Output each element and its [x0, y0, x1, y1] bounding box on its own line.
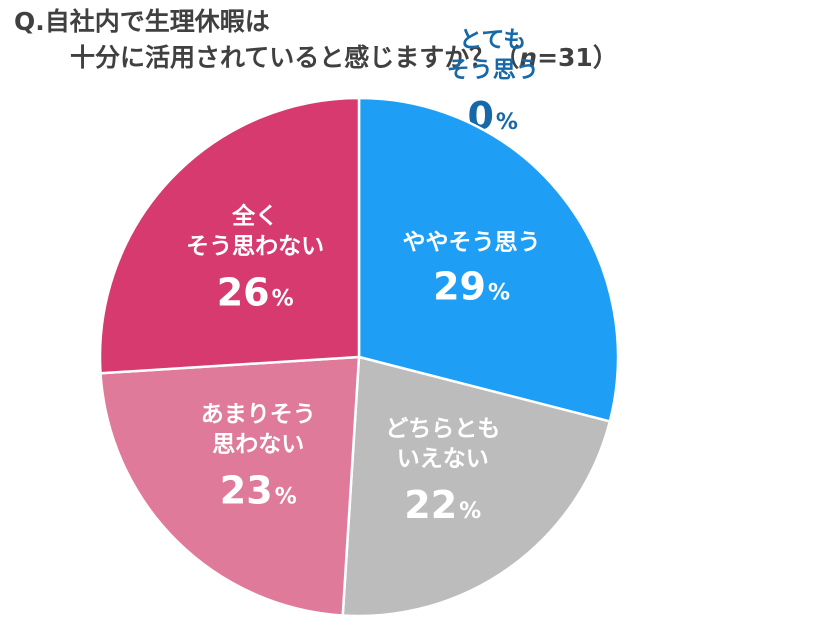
slice-4-label-line: 思わない: [212, 432, 304, 458]
slice-3: [341, 355, 612, 618]
slice-3-value: 22%: [404, 483, 481, 527]
slice-1-label-line: そう思う: [447, 57, 539, 83]
slice-2-value: 29%: [433, 265, 510, 309]
n-label: n: [519, 43, 538, 72]
slice-4-label-line: あまりそう: [201, 402, 316, 428]
title-line-2: 十分に活用されていると感じますか？（n=31）: [70, 43, 618, 72]
slice-4: [99, 355, 361, 617]
slice-4-value: 23%: [220, 469, 297, 513]
slice-5-label-line: 全く: [231, 202, 278, 229]
slice-5: [98, 96, 361, 375]
slice-3-label-line: どちらとも: [385, 416, 500, 442]
slice-2-label-line: ややそう思う: [403, 230, 541, 256]
slice-2-label-group: ややそう思う 29%: [403, 230, 541, 309]
slice-1-label-line: とても: [459, 27, 526, 53]
chart-title: Q.自社内で生理休暇は 十分に活用されていると感じますか？（n=31）: [14, 4, 814, 76]
title-line-1: Q.自社内で生理休暇は: [14, 7, 270, 36]
slice-2: [357, 96, 620, 423]
slice-3-label-line: いえない: [397, 446, 489, 472]
slice-5-label-line: そう思わない: [186, 233, 324, 259]
slice-5-value: 26%: [217, 270, 294, 314]
